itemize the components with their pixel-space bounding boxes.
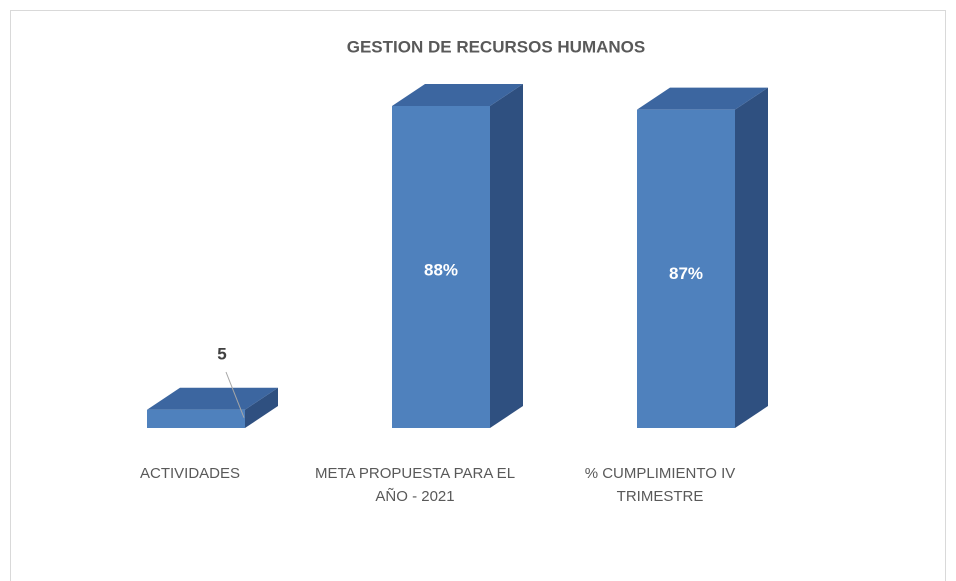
bar-side bbox=[490, 84, 523, 428]
bar-top bbox=[392, 84, 523, 106]
x-tick-label: META PROPUESTA PARA EL AÑO - 2021 bbox=[314, 465, 516, 505]
bar-side bbox=[245, 387, 278, 428]
data-label: 5 bbox=[217, 344, 226, 363]
bar-side bbox=[735, 87, 768, 428]
data-label: 87% bbox=[669, 264, 703, 283]
leader-line bbox=[225, 371, 245, 418]
data-label: 88% bbox=[424, 260, 458, 279]
x-tick-label: ACTIVIDADES bbox=[139, 465, 241, 482]
bar bbox=[637, 109, 735, 428]
chart-title: GESTION DE RECURSOS HUMANOS bbox=[347, 37, 645, 56]
bar-top bbox=[147, 387, 278, 410]
bar bbox=[392, 106, 490, 428]
x-tick-label: % CUMPLIMIENTO IV TRIMESTRE bbox=[584, 465, 736, 505]
bar-top bbox=[637, 87, 768, 110]
bar bbox=[147, 409, 245, 428]
